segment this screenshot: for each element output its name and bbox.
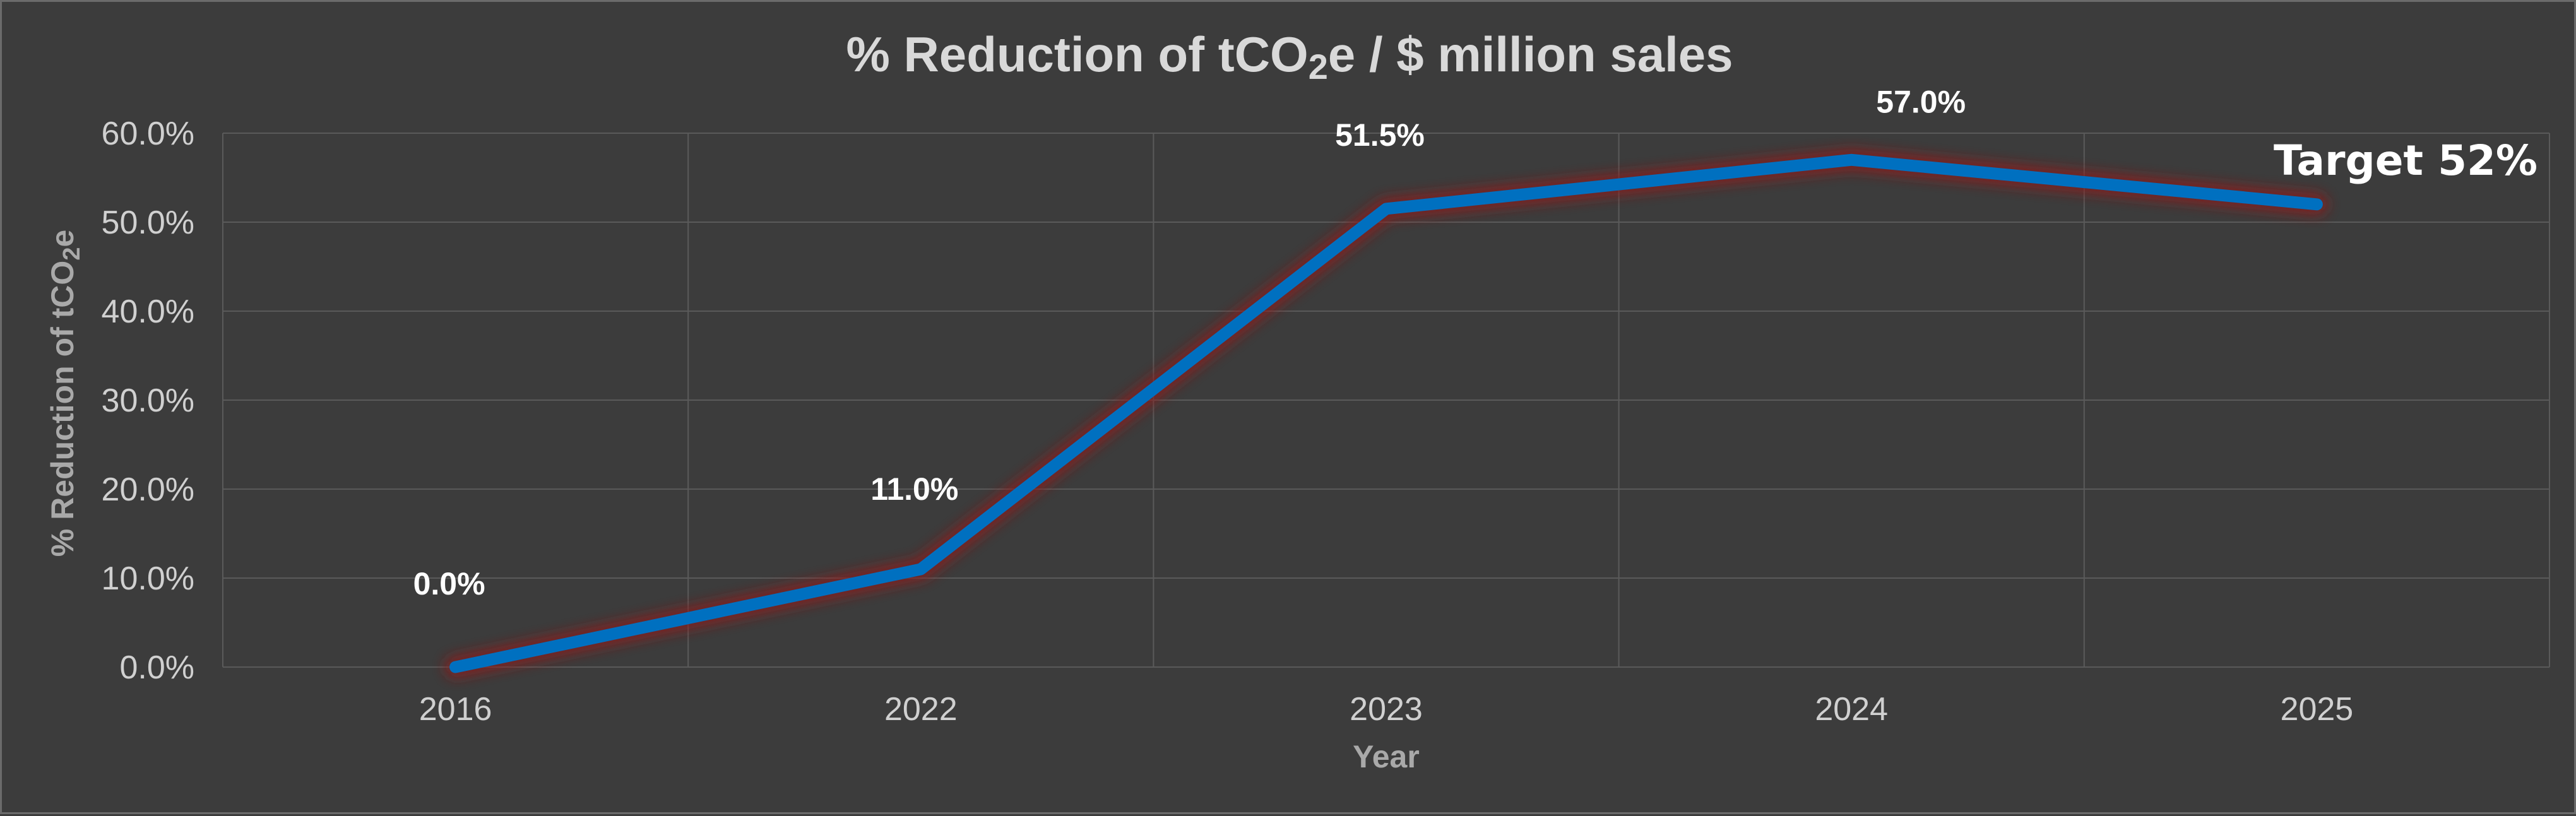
x-tick-label: 2024 [1815,691,1888,728]
x-tick-label: 2022 [884,691,958,728]
data-point [920,568,922,570]
data-point [1851,159,1853,161]
data-point [454,666,456,668]
y-axis-ticks: 0.0% 10.0% 20.0% 30.0% 40.0% 50.0% 60.0% [102,115,194,686]
y-axis-label: % Reduction of tCO2e [45,230,85,557]
target-annotation: Target 52% [2274,136,2537,185]
x-tick-label: 2016 [419,691,492,728]
data-label: 51.5% [1335,117,1425,153]
series-line [449,153,2323,673]
chart-title: % Reduction of tCO2e / $ million sales [846,27,1733,86]
data-point [2316,203,2318,205]
y-tick-label: 50.0% [102,204,194,241]
x-axis-label: Year [1353,739,1420,774]
series-glow [444,149,2328,678]
data-point [1386,208,1387,210]
x-tick-label: 2025 [2281,691,2354,728]
x-axis-ticks: 2016 2022 2023 2024 2025 [419,691,2353,728]
series [444,149,2328,678]
y-tick-label: 60.0% [102,115,194,152]
y-tick-label: 0.0% [119,649,194,686]
x-tick-label: 2023 [1350,691,1423,728]
data-label: 0.0% [413,566,485,601]
y-tick-label: 30.0% [102,382,194,419]
data-label: 57.0% [1876,84,1966,119]
data-label: 11.0% [870,471,958,507]
y-tick-label: 10.0% [102,560,194,597]
y-tick-label: 40.0% [102,293,194,330]
y-tick-label: 20.0% [102,471,194,508]
data-labels: 0.0% 11.0% 51.5% 57.0% [413,84,1966,601]
